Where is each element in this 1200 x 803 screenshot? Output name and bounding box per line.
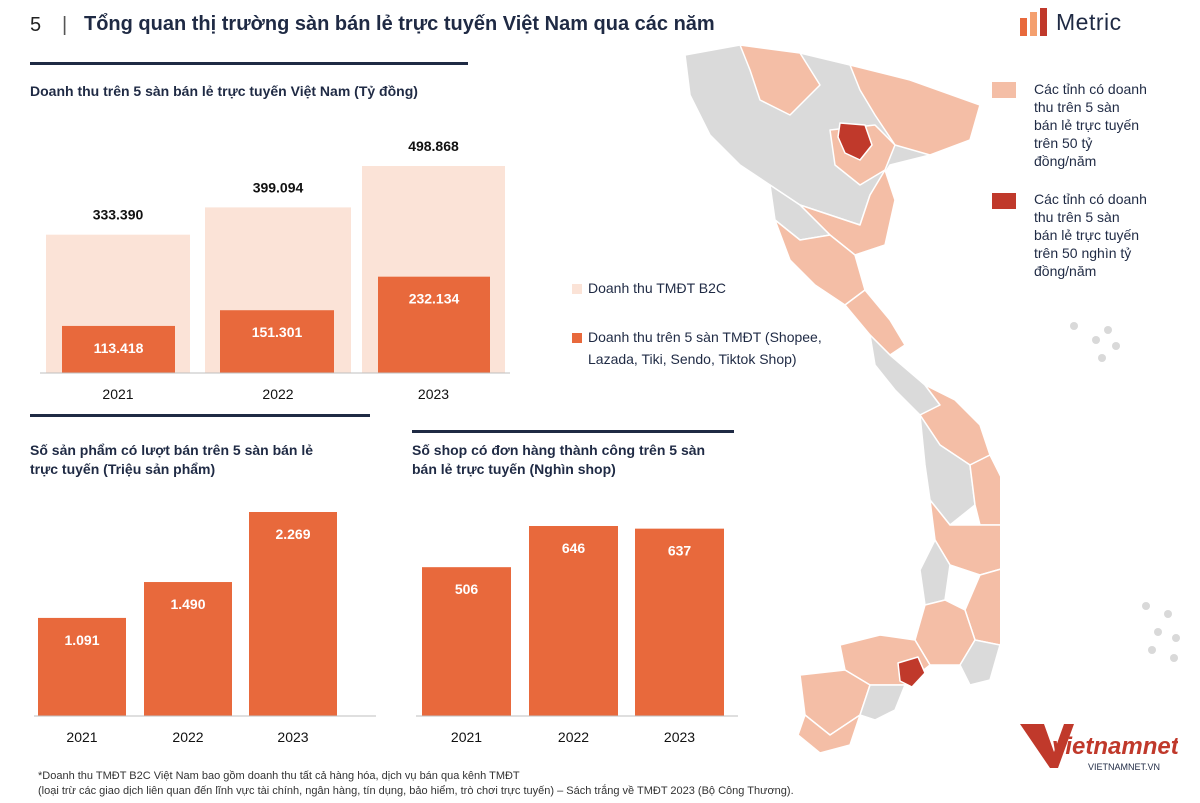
products-value-label-2023: 2.269 [275, 526, 310, 542]
footnote: *Doanh thu TMĐT B2C Việt Nam bao gồm doa… [38, 769, 794, 799]
vietnamnet-watermark: vietnamnet VIETNAMNET.VN [1018, 718, 1180, 778]
map-quang-nam [969, 454, 1000, 526]
map-hcmc [897, 656, 926, 688]
title-separator: | [62, 14, 68, 36]
map-legend-dark-line2: thu trên 5 sàn [1034, 209, 1120, 225]
shops-chart: 506 2021 646 2022 637 2023 [416, 526, 738, 745]
products-category-label-2022: 2022 [172, 729, 203, 745]
decorative-dots-bottom [1142, 602, 1180, 662]
page-number: 5 [30, 14, 42, 36]
vietnamnet-brand-text: vietnamnet [1052, 733, 1178, 760]
platform-value-label-2021: 113.418 [94, 340, 144, 356]
map-legend-dark-line4: trên 50 nghìn tỷ [1034, 245, 1132, 261]
legend-swatch-platform [572, 333, 582, 343]
shops-chart-title-line1: Số shop có đơn hàng thành công trên 5 sà… [412, 442, 706, 458]
map-legend-label-dark: Các tỉnh có doanh thu trên 5 sàn bán lẻ … [1034, 190, 1147, 280]
section-rule-revenue [30, 62, 468, 65]
shops-bar-2021 [422, 567, 511, 716]
footnote-line2: (loại trừ các giao dịch liên quan đến lĩ… [38, 785, 794, 797]
legend-label-platform-line1: Doanh thu trên 5 sàn TMĐT (Shopee, [588, 329, 822, 345]
shops-category-label-2022: 2022 [558, 729, 589, 745]
map-legend-light-line4: trên 50 tỷ [1034, 135, 1093, 151]
products-value-label-2021: 1.091 [64, 632, 99, 648]
map-mekong-grey [859, 684, 906, 721]
products-chart-title-line1: Số sản phẩm có lượt bán trên 5 sàn bán l… [30, 442, 314, 458]
platform-bar-2021 [62, 325, 175, 373]
category-label-2023: 2023 [418, 386, 449, 402]
platform-bar-2022 [220, 310, 334, 373]
vietnamnet-v-mark [1020, 724, 1074, 768]
map-legend-light-line3: bán lẻ trực tuyến [1034, 117, 1140, 133]
legend-swatch-b2c [572, 284, 582, 294]
products-bar-2022 [144, 582, 232, 716]
b2c-value-label-2022: 399.094 [253, 179, 304, 195]
vietnamnet-watermark-graphic: vietnamnet VIETNAMNET.VN [1020, 724, 1180, 772]
products-chart-title-line2: trực tuyến (Triệu sản phẩm) [30, 461, 216, 477]
legend-label-platform: Doanh thu trên 5 sàn TMĐT (Shopee, Lazad… [588, 326, 822, 370]
platform-value-label-2022: 151.301 [252, 324, 303, 340]
map-legend-label-light: Các tỉnh có doanh thu trên 5 sàn bán lẻ … [1034, 80, 1147, 170]
map-north-east [849, 64, 981, 156]
metric-logo: Metric [1018, 6, 1168, 40]
category-label-2021: 2021 [102, 386, 133, 402]
revenue-chart: 333.390 113.418 2021 399.094 151.301 2022 498.… [40, 138, 510, 402]
platform-bar-2023 [378, 276, 490, 373]
shops-value-label-2023: 637 [668, 543, 692, 559]
map-legend-swatch-dark [992, 193, 1016, 209]
products-category-label-2021: 2021 [66, 729, 97, 745]
vietnamnet-url-text: VIETNAMNET.VN [1088, 762, 1160, 772]
shops-bar-2022 [529, 526, 618, 716]
footnote-line1: *Doanh thu TMĐT B2C Việt Nam bao gồm doa… [38, 770, 520, 782]
revenue-chart-title: Doanh thu trên 5 sàn bán lẻ trực tuyến V… [30, 83, 418, 99]
shops-chart-title-line2: bán lẻ trực tuyến (Nghìn shop) [412, 461, 616, 477]
page-title: Tổng quan thị trường sàn bán lẻ trực tuy… [84, 13, 715, 35]
shops-chart-title: Số shop có đơn hàng thành công trên 5 sà… [412, 441, 705, 479]
map-ca-mau [797, 714, 861, 754]
map-central-highland-grey [919, 414, 976, 526]
decorative-dots-top [1070, 322, 1120, 362]
map-legend-light-line2: thu trên 5 sàn [1034, 99, 1120, 115]
map-hanoi [837, 122, 873, 161]
map-south-grey-1 [959, 639, 1000, 686]
category-label-2022: 2022 [262, 386, 293, 402]
map-north-west [739, 45, 821, 116]
shops-category-label-2023: 2023 [664, 729, 695, 745]
metric-logo-text: Metric [1056, 9, 1122, 35]
vietnam-province-map [684, 45, 1000, 754]
shops-category-label-2021: 2021 [451, 729, 482, 745]
legend-label-b2c: Doanh thu TMĐT B2C [588, 280, 726, 296]
map-legend-dark-line1: Các tỉnh có doanh [1034, 191, 1147, 207]
platform-value-label-2023: 232.134 [409, 291, 460, 307]
products-category-label-2023: 2023 [277, 729, 308, 745]
map-central-grey-1 [869, 334, 941, 416]
map-legend-light-line1: Các tỉnh có doanh [1034, 81, 1147, 97]
products-bar-2023 [249, 512, 337, 716]
b2c-value-label-2021: 333.390 [93, 207, 144, 223]
shops-bar-2023 [635, 528, 724, 716]
map-legend-dark-line3: bán lẻ trực tuyến [1034, 227, 1140, 243]
map-legend-dark-line5: đồng/năm [1034, 263, 1097, 279]
section-rule-products [30, 414, 370, 417]
shops-value-label-2021: 506 [455, 581, 479, 597]
b2c-value-label-2023: 498.868 [408, 138, 459, 154]
metric-logo-icon [1020, 8, 1047, 36]
products-chart-title: Số sản phẩm có lượt bán trên 5 sàn bán l… [30, 441, 313, 479]
products-chart: 1.091 2021 1.490 2022 2.269 2023 [34, 512, 376, 745]
shops-value-label-2022: 646 [562, 540, 586, 556]
products-bar-2021 [38, 617, 126, 716]
section-rule-shops [412, 430, 734, 433]
products-value-label-2022: 1.490 [170, 596, 205, 612]
legend-label-platform-line2: Lazada, Tiki, Sendo, Tiktok Shop) [588, 351, 797, 367]
map-legend-swatch-light [992, 82, 1016, 98]
map-legend-light-line5: đồng/năm [1034, 153, 1097, 169]
